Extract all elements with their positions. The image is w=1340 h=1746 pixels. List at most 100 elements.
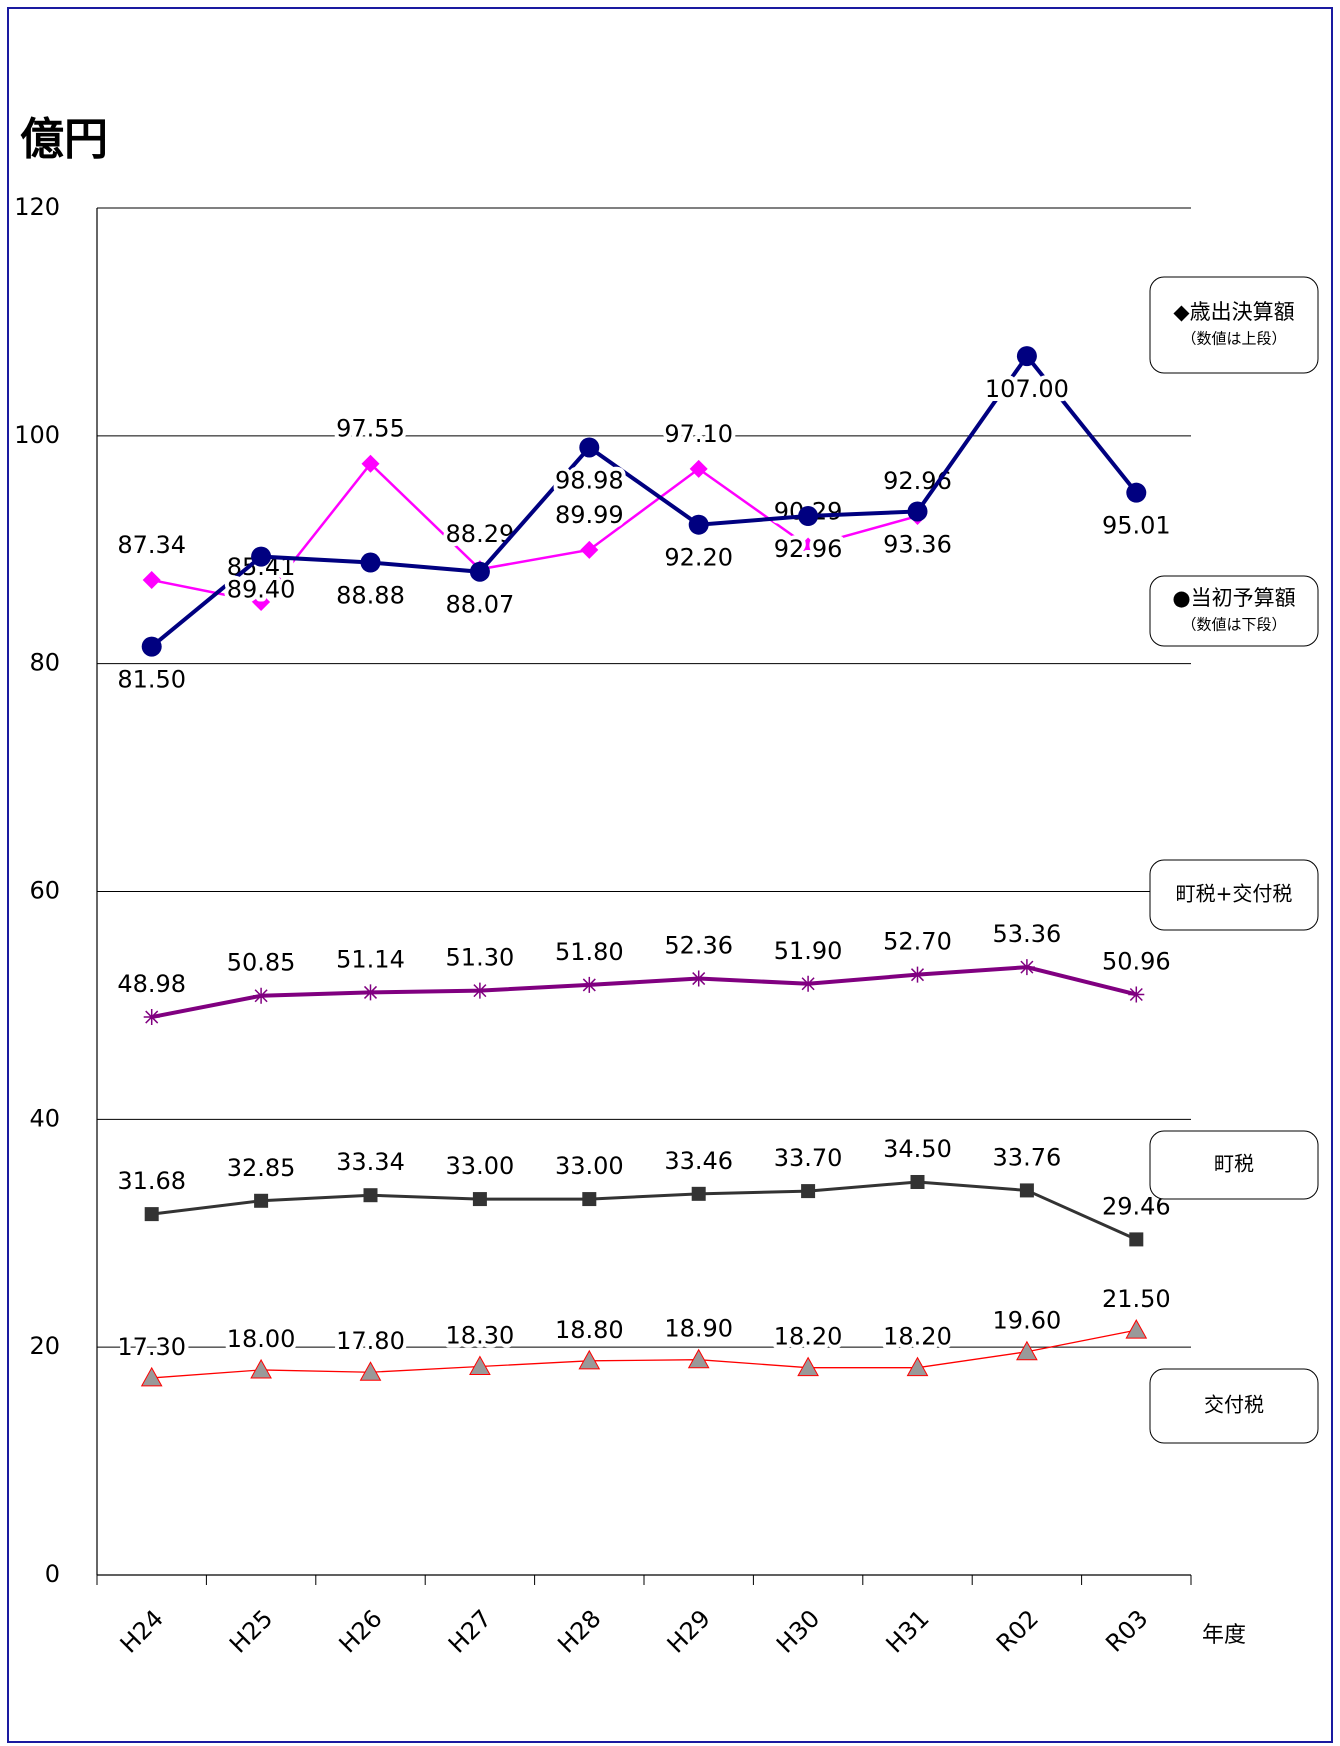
- value-label: 53.36: [993, 920, 1062, 948]
- value-label: 33.70: [774, 1144, 843, 1172]
- legend-box: [1149, 1130, 1319, 1200]
- marker: [1125, 1319, 1148, 1339]
- marker: [582, 1192, 597, 1207]
- value-label: 88.29: [446, 520, 515, 548]
- marker: [251, 546, 272, 567]
- marker: [362, 984, 379, 1001]
- marker: [363, 1188, 378, 1203]
- value-label: 34.50: [883, 1135, 952, 1163]
- marker: [910, 1174, 925, 1189]
- marker: [801, 1184, 816, 1199]
- value-label: 87.34: [117, 531, 186, 559]
- marker: [140, 1366, 163, 1387]
- y-tick-label: 80: [29, 649, 60, 677]
- value-label: 89.40: [227, 576, 296, 604]
- value-label: 33.34: [336, 1148, 405, 1176]
- y-tick-label: 60: [29, 877, 60, 905]
- value-label: 31.68: [117, 1167, 186, 1195]
- series-line: [151, 965, 1137, 1020]
- value-label: 19.60: [993, 1307, 1062, 1335]
- value-label: 33.76: [993, 1143, 1062, 1171]
- marker: [472, 1192, 487, 1207]
- value-label: 97.10: [664, 420, 733, 448]
- value-label: 33.00: [446, 1152, 515, 1180]
- value-label: 51.80: [555, 938, 624, 966]
- y-tick-label: 120: [14, 193, 60, 221]
- value-label: 51.90: [774, 937, 843, 965]
- marker: [141, 636, 162, 657]
- marker: [799, 537, 818, 556]
- value-label: 33.00: [555, 1152, 624, 1180]
- series-line: [151, 1180, 1137, 1241]
- marker: [252, 593, 271, 612]
- marker: [143, 1009, 160, 1026]
- value-label: 81.50: [117, 666, 186, 694]
- marker: [907, 501, 928, 522]
- y-tick-label: 100: [14, 421, 60, 449]
- marker: [250, 1358, 272, 1379]
- value-label: 107.00: [985, 375, 1069, 403]
- value-label: 92.96: [883, 467, 952, 495]
- series-line: [150, 352, 1138, 649]
- value-label: 98.98: [555, 466, 624, 494]
- value-label: 52.70: [883, 928, 952, 956]
- value-label: 95.01: [1102, 512, 1171, 540]
- x-axis-title: 年度: [1202, 1623, 1246, 1648]
- legend-label: 交付税: [1204, 1393, 1264, 1417]
- value-label: 17.30: [117, 1333, 186, 1361]
- marker: [360, 552, 381, 573]
- marker: [687, 1348, 710, 1369]
- legend-label: ●当初予算額: [1172, 586, 1295, 610]
- value-label: 18.00: [227, 1325, 296, 1353]
- value-label: 18.20: [774, 1323, 843, 1351]
- series-line: [151, 461, 918, 604]
- value-label: 18.20: [883, 1323, 952, 1351]
- legend-box: [1149, 575, 1319, 647]
- marker: [254, 1193, 269, 1208]
- marker: [1016, 1340, 1038, 1361]
- marker: [580, 540, 599, 559]
- marker: [469, 561, 490, 582]
- value-label: 18.80: [555, 1316, 624, 1344]
- value-label: 48.98: [117, 970, 186, 998]
- marker: [578, 1349, 601, 1370]
- marker: [469, 1355, 491, 1376]
- value-label: 18.90: [664, 1315, 733, 1343]
- marker: [690, 970, 707, 987]
- marker: [361, 454, 380, 473]
- value-label: 93.36: [883, 530, 952, 558]
- marker: [1018, 959, 1035, 976]
- value-label: 51.30: [446, 944, 515, 972]
- value-label: 50.85: [227, 949, 296, 977]
- marker: [798, 506, 819, 527]
- legend-label: 町税+交付税: [1176, 882, 1293, 906]
- value-label: 52.36: [664, 932, 733, 960]
- y-axis-title: 億円: [20, 114, 108, 165]
- legend-box: [1149, 1368, 1319, 1444]
- value-label: 92.96: [774, 535, 843, 563]
- marker: [579, 437, 600, 458]
- value-label: 50.96: [1102, 947, 1171, 975]
- value-label: 21.50: [1102, 1285, 1171, 1313]
- marker: [800, 975, 817, 992]
- value-label: 88.07: [446, 591, 515, 619]
- series-line: [151, 1329, 1137, 1379]
- marker: [1019, 1183, 1034, 1198]
- legend-note: （数値は上段）: [1181, 330, 1286, 348]
- marker: [581, 976, 598, 993]
- y-tick-label: 20: [29, 1332, 60, 1360]
- value-label: 88.88: [336, 582, 405, 610]
- y-tick-label: 0: [45, 1560, 60, 1588]
- marker: [1016, 346, 1037, 367]
- value-label: 51.14: [336, 945, 405, 973]
- legend-box: [1149, 859, 1319, 931]
- legend-label: 町税: [1214, 1152, 1254, 1176]
- y-tick-label: 40: [29, 1104, 60, 1132]
- value-label: 97.55: [336, 415, 405, 443]
- marker: [906, 1356, 929, 1377]
- legend-box: [1149, 276, 1319, 374]
- value-label: 32.85: [227, 1154, 296, 1182]
- value-label: 89.99: [555, 501, 624, 529]
- marker: [253, 987, 270, 1004]
